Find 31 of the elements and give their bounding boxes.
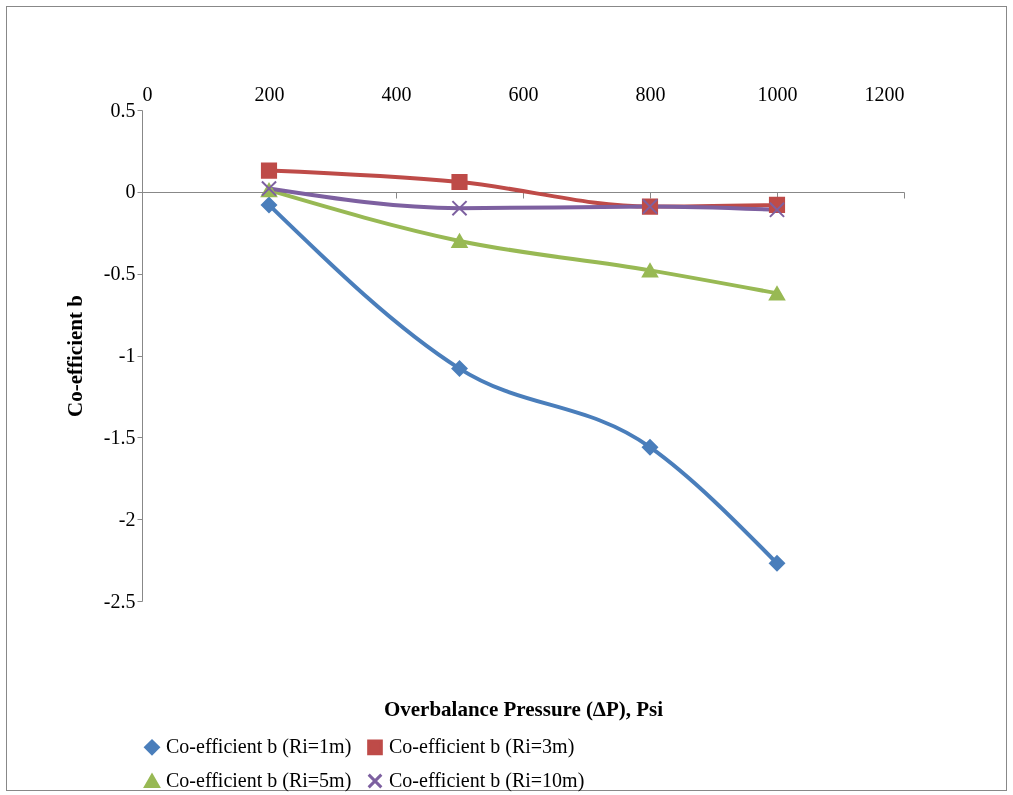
point [768, 201, 786, 218]
y-axis-title: Co-efficient b [62, 295, 87, 417]
x-tick-label: 600 [508, 82, 539, 105]
point [768, 555, 786, 572]
point [451, 233, 468, 249]
point [451, 173, 468, 191]
y-tick-label: -1 [118, 344, 136, 366]
point [451, 200, 468, 217]
x-tick-label: 800 [635, 82, 666, 105]
point [451, 360, 468, 377]
y-tick-label: -2 [118, 507, 136, 530]
x-tick-label: 400 [381, 82, 412, 105]
y-tick-label: 0 [125, 180, 136, 203]
y-tick-label: -0.5 [103, 262, 136, 285]
x-tick-label: 1200 [864, 82, 905, 105]
point [260, 196, 278, 213]
x-tick-label: 1000 [757, 82, 798, 105]
y-tick-label: 0.5 [110, 98, 136, 121]
y-tick-label: -2.5 [103, 589, 136, 612]
point [641, 439, 659, 456]
legend-label: Co-efficient b (Ri=3m) [389, 735, 575, 759]
y-tick-label: -1.5 [103, 425, 136, 448]
x-tick-label: 0 [142, 82, 153, 105]
point [768, 286, 786, 301]
legend-label: Co-efficient b (Ri=1m) [166, 735, 352, 759]
x-axis-title: Overbalance Pressure (∆P), Psi [383, 696, 664, 721]
x-tick-label: 200 [254, 82, 285, 105]
legend-label: Co-efficient b (Ri=10m) [389, 769, 585, 792]
point [260, 162, 278, 179]
point [641, 263, 659, 278]
legend-label: Co-efficient b (Ri=5m) [166, 769, 352, 792]
